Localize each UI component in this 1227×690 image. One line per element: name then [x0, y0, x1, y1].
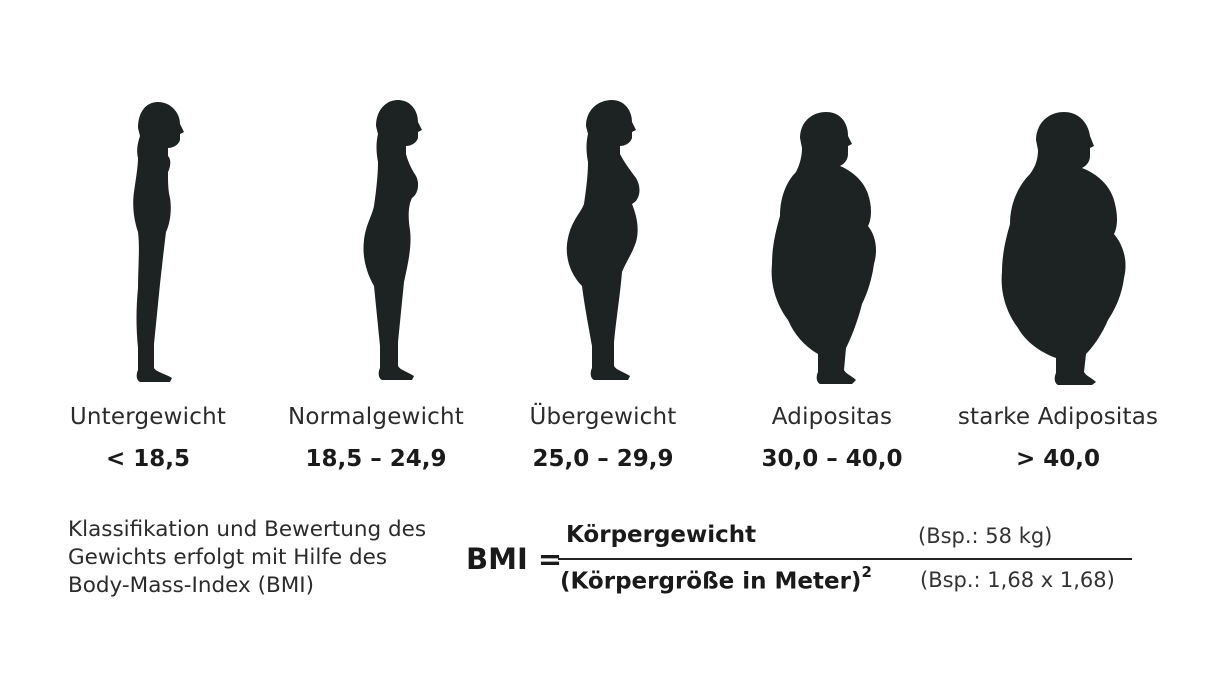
- category-label-underweight: Untergewicht: [69, 404, 227, 430]
- bmi-formula-denominator: (Körpergröße in Meter): [560, 568, 862, 595]
- category-range-overweight: 25,0 – 29,9: [532, 446, 674, 472]
- silhouette-obese: [768, 108, 888, 386]
- category-range-severely-obese: > 40,0: [1015, 446, 1101, 472]
- bmi-formula-exponent: 2: [861, 563, 872, 581]
- bmi-formula-lhs: BMI =: [466, 542, 563, 576]
- category-label-overweight: Übergewicht: [529, 404, 677, 430]
- silhouette-underweight: [110, 98, 200, 388]
- silhouette-severely-obese: [1000, 108, 1130, 386]
- fraction-line: [558, 558, 1132, 560]
- category-range-underweight: < 18,5: [105, 446, 191, 472]
- bmi-description: Klassifikation und Bewertung des Gewicht…: [68, 517, 427, 598]
- bmi-formula-numerator: Körpergewicht: [566, 522, 757, 548]
- numerator-example: (Bsp.: 58 kg): [918, 524, 1053, 548]
- category-label-obese: Adipositas: [771, 404, 893, 430]
- silhouette-normal: [350, 96, 440, 386]
- silhouette-overweight: [560, 96, 660, 386]
- category-label-normal: Normalgewicht: [287, 404, 464, 430]
- category-range-obese: 30,0 – 40,0: [761, 446, 903, 472]
- category-label-severely-obese: starke Adipositas: [957, 404, 1159, 430]
- category-range-normal: 18,5 – 24,9: [305, 446, 447, 472]
- bmi-formula-denominator-wrap: (Körpergröße in Meter)2: [560, 563, 872, 595]
- denominator-example: (Bsp.: 1,68 x 1,68): [920, 568, 1115, 592]
